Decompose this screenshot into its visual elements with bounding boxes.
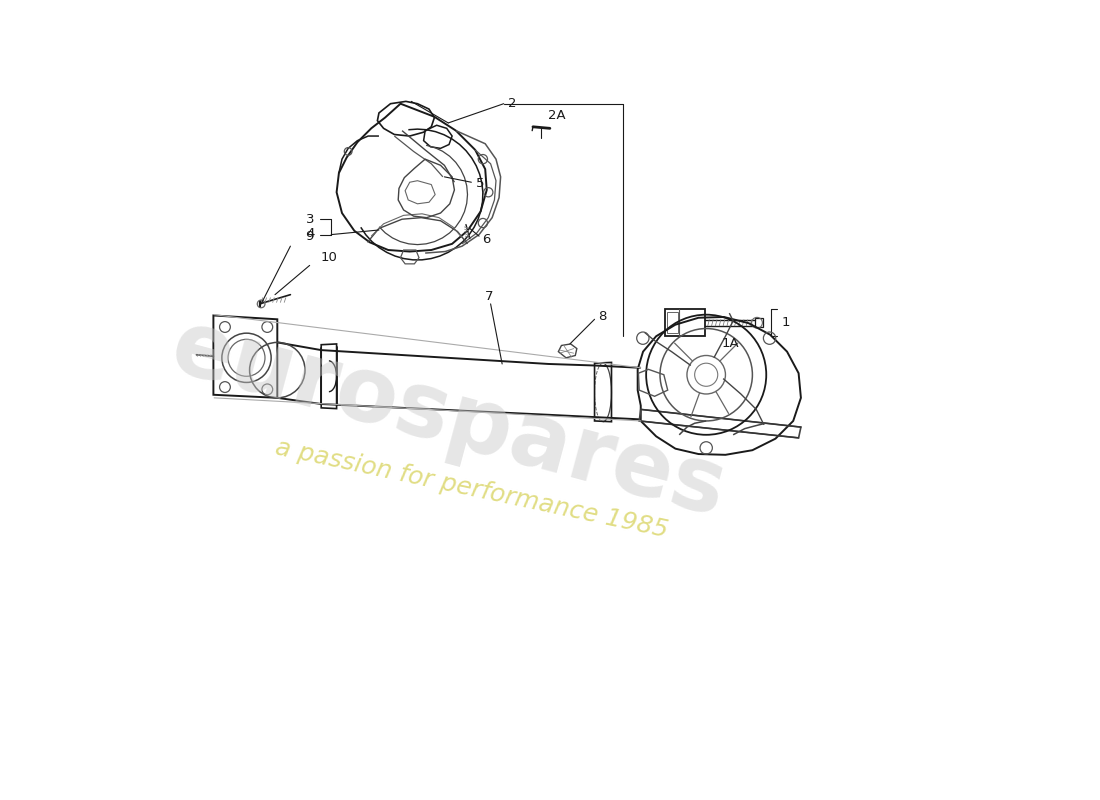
Text: 9: 9 <box>306 230 313 242</box>
Text: 3: 3 <box>306 213 315 226</box>
Text: 6: 6 <box>482 233 491 246</box>
Text: 2A: 2A <box>548 109 566 122</box>
Text: 4: 4 <box>306 226 315 239</box>
Text: 7: 7 <box>485 290 493 302</box>
Text: 10: 10 <box>320 251 338 264</box>
Text: 1A: 1A <box>722 338 739 350</box>
Text: 1: 1 <box>782 316 790 330</box>
Text: a passion for performance 1985: a passion for performance 1985 <box>273 435 670 542</box>
Text: eurospares: eurospares <box>162 303 735 536</box>
Text: 2: 2 <box>508 97 517 110</box>
Text: 5: 5 <box>476 178 484 190</box>
Text: 8: 8 <box>598 310 607 323</box>
